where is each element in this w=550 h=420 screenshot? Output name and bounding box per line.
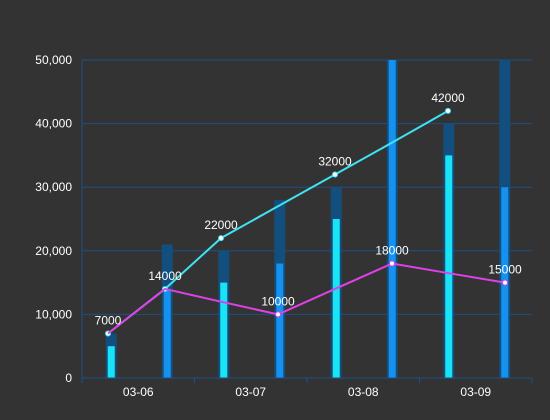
data-label: 14000 bbox=[148, 269, 182, 283]
y-tick-label: 20,000 bbox=[35, 244, 72, 258]
axes: 0 10,000 20,000 30,000 40,000 50,000 03-06 03-0… bbox=[35, 53, 533, 399]
bars bbox=[105, 60, 511, 378]
x-tick-label: 03-08 bbox=[348, 385, 379, 399]
bar bbox=[445, 155, 453, 378]
data-point bbox=[332, 171, 338, 178]
x-tick-label: 03-06 bbox=[123, 385, 154, 399]
data-label: 7000 bbox=[95, 313, 122, 327]
data-point bbox=[502, 279, 508, 286]
data-label: 42000 bbox=[431, 91, 465, 105]
y-tick-label: 50,000 bbox=[35, 53, 72, 67]
bar bbox=[332, 219, 340, 378]
bar bbox=[388, 60, 396, 378]
y-tick-label: 30,000 bbox=[35, 180, 72, 194]
data-label: 10000 bbox=[261, 294, 295, 308]
y-tick-label: 10,000 bbox=[35, 307, 72, 321]
x-tick-label: 03-07 bbox=[235, 385, 266, 399]
series-line bbox=[107, 262, 506, 335]
bar bbox=[163, 288, 171, 378]
x-tick-label: 03-09 bbox=[460, 385, 491, 399]
y-tick-label: 40,000 bbox=[35, 117, 72, 131]
bar bbox=[220, 282, 228, 378]
grid-lines bbox=[82, 59, 532, 315]
data-point bbox=[445, 107, 451, 114]
data-point bbox=[275, 311, 281, 318]
bar bbox=[276, 263, 284, 378]
y-tick-label: 0 bbox=[65, 371, 72, 385]
data-label: 22000 bbox=[204, 218, 238, 232]
data-label: 18000 bbox=[375, 244, 409, 258]
data-label: 15000 bbox=[488, 263, 522, 277]
labels: 7000 14000 22000 32000 42000 10000 18000 15000 bbox=[95, 91, 522, 328]
lines bbox=[105, 107, 508, 337]
data-label: 32000 bbox=[318, 154, 352, 168]
bar bbox=[107, 346, 115, 378]
data-point bbox=[389, 260, 395, 267]
data-point bbox=[218, 235, 224, 242]
